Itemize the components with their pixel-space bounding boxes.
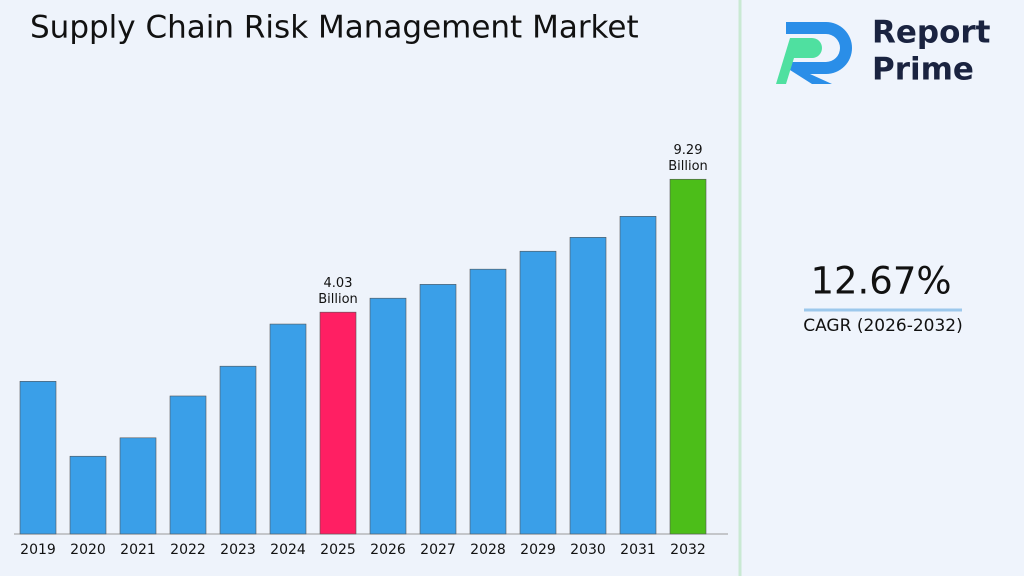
bar — [469, 268, 507, 535]
bar — [19, 381, 57, 535]
bar — [169, 395, 207, 535]
x-tick-label: 2027 — [420, 542, 456, 558]
cagr-value: 12.67% — [810, 260, 951, 303]
value-label: 9.29 Billion — [668, 143, 708, 175]
x-tick-label: 2024 — [270, 542, 306, 558]
x-tick-label: 2030 — [570, 542, 606, 558]
x-tick-label: 2019 — [20, 542, 56, 558]
x-tick-label: 2031 — [620, 542, 656, 558]
x-tick-label: 2032 — [670, 542, 706, 558]
x-tick-label: 2022 — [170, 542, 206, 558]
bar — [669, 178, 707, 535]
bar — [419, 284, 457, 535]
bar — [319, 311, 357, 535]
bar — [569, 237, 607, 535]
x-tick-label: 2020 — [70, 542, 106, 558]
logo-icon — [776, 22, 852, 84]
x-tick-label: 2029 — [520, 542, 556, 558]
bar — [269, 323, 307, 535]
bar — [369, 297, 407, 535]
x-tick-label: 2021 — [120, 542, 156, 558]
brand-line: Report — [872, 15, 991, 51]
cagr-label: CAGR (2026-2032) — [803, 316, 963, 336]
brand-line: Prime — [872, 52, 974, 88]
bar — [619, 216, 657, 535]
x-tick-label: 2026 — [370, 542, 406, 558]
value-label: 4.03 Billion — [318, 276, 358, 308]
bar — [219, 365, 257, 535]
side-panel — [740, 0, 1024, 576]
bar — [69, 455, 107, 535]
bar — [119, 437, 157, 535]
x-tick-label: 2028 — [470, 542, 506, 558]
bar — [519, 250, 557, 535]
x-tick-label: 2025 — [320, 542, 356, 558]
chart-title: Supply Chain Risk Management Market — [30, 10, 639, 46]
x-tick-label: 2023 — [220, 542, 256, 558]
